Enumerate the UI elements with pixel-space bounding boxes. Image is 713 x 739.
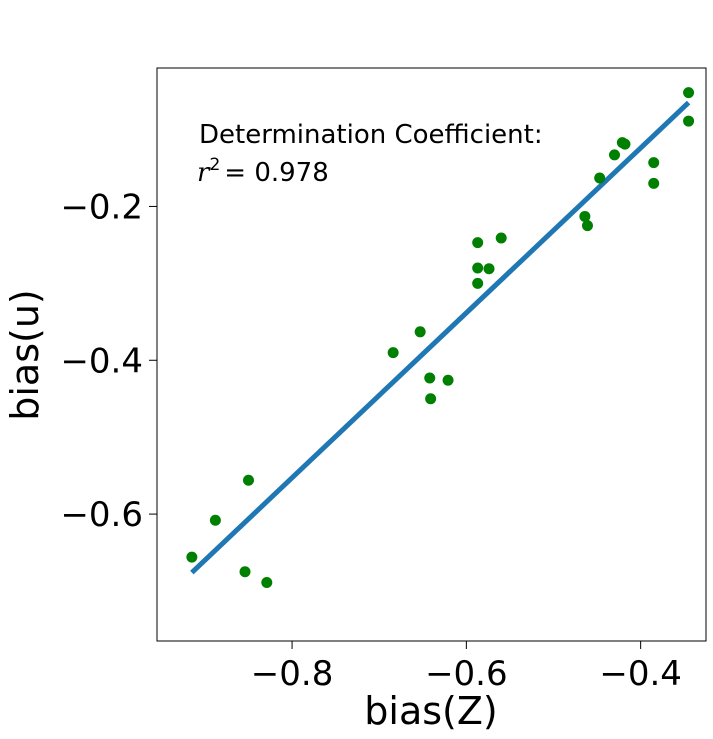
data-point [483,263,495,275]
data-point [619,138,631,150]
data-point [594,172,606,184]
fit-line-layer [190,100,691,575]
data-point [495,232,507,244]
r-symbol: r [197,158,211,188]
data-point [186,551,198,563]
regression-line [190,100,691,575]
data-point [609,149,620,161]
annotation-r-squared: r2 = 0.978 [197,155,329,188]
data-point [683,115,695,127]
data-point [425,393,437,405]
data-point [683,87,695,99]
data-point [472,237,484,249]
annotation-title: Determination Coefficient: [199,120,543,150]
data-point [472,277,484,289]
x-axis-label: bias(Z) [364,689,497,733]
plot-area [156,67,707,642]
data-point [579,210,591,222]
data-point [442,374,454,386]
data-point [243,474,254,486]
data-point [472,262,484,274]
y-tick-label: −0.4 [60,341,143,381]
y-tick-label: −0.6 [60,495,143,535]
x-tick-label: −0.8 [251,654,334,694]
data-point [648,157,660,169]
data-point [261,577,273,589]
r-value: = 0.978 [224,158,328,188]
data-point [414,326,426,338]
y-axis-label: bias(u) [3,289,47,421]
ticks: −0.8 −0.6 −0.4 −0.6 −0.4 −0.2 [60,187,681,694]
y-tick-label: −0.2 [60,187,143,227]
data-point [424,372,436,384]
scatter-points [186,87,695,589]
r-exponent: 2 [209,155,220,175]
x-tick-label: −0.4 [599,654,682,694]
data-point [387,347,399,359]
x-tick-label: −0.6 [425,654,508,694]
data-point [239,566,251,578]
data-point [209,514,221,526]
data-point [581,220,593,232]
data-point [648,177,660,189]
